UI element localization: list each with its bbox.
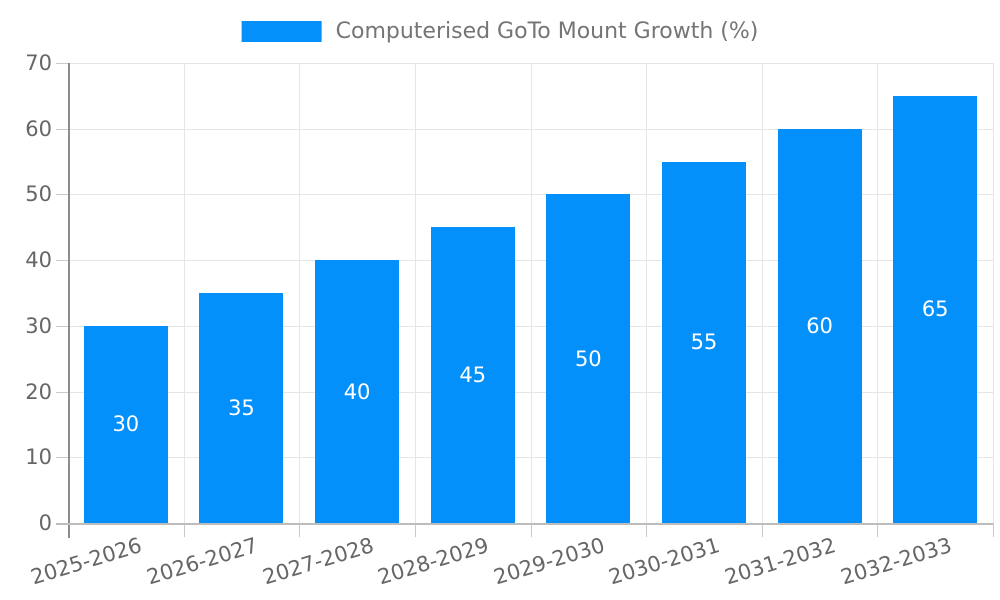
y-axis-tick-label: 10: [25, 445, 52, 470]
bar[interactable]: 55: [661, 161, 746, 523]
y-tick: [56, 194, 68, 196]
y-tick: [56, 391, 68, 393]
bar-value-label: 60: [806, 313, 833, 338]
bar-value-label: 65: [921, 297, 949, 322]
bar-value-label: 45: [459, 363, 487, 388]
bar-value-label: 55: [690, 330, 718, 355]
x-gridline: [646, 63, 648, 523]
y-axis-tick-label: 60: [25, 116, 52, 141]
x-gridline: [414, 63, 416, 523]
x-tick: [530, 523, 532, 537]
x-gridline: [530, 63, 532, 523]
legend-label: Computerised GoTo Mount Growth (%): [335, 19, 759, 44]
bar-value-label: 50: [574, 346, 602, 371]
x-tick: [761, 523, 763, 537]
x-gridline: [877, 63, 879, 523]
bar[interactable]: 40: [315, 260, 400, 523]
y-tick: [56, 63, 68, 64]
x-axis-tick-label: 2025-2026: [28, 533, 145, 590]
bar[interactable]: 35: [199, 293, 284, 523]
x-axis-tick-label: 2030-2031: [606, 533, 723, 590]
y-tick: [56, 260, 68, 262]
legend-swatch: [241, 21, 322, 42]
x-axis-tick-label: 2031-2032: [722, 533, 839, 590]
y-axis-tick-label: 0: [38, 511, 52, 535]
x-gridline: [183, 63, 185, 523]
bar[interactable]: 30: [83, 325, 168, 523]
y-axis-tick-label: 70: [25, 51, 52, 75]
x-axis-tick-label: 2027-2028: [259, 533, 377, 590]
bar-value-label: 40: [343, 379, 371, 404]
bar-value-label: 35: [228, 396, 255, 420]
y-axis-line: [68, 63, 70, 538]
x-tick: [299, 523, 301, 537]
bar[interactable]: 45: [430, 227, 515, 523]
y-tick: [56, 128, 68, 130]
bar[interactable]: 60: [777, 128, 862, 523]
x-gridline: [993, 63, 994, 523]
x-axis-tick-label: 2026-2027: [143, 533, 261, 590]
y-tick: [56, 457, 68, 459]
bar[interactable]: 65: [893, 95, 978, 523]
x-gridline: [761, 63, 763, 523]
x-axis-tick-label: 2029-2030: [490, 533, 608, 590]
x-axis-line: [56, 523, 993, 525]
y-axis-tick-label: 30: [25, 313, 52, 338]
x-tick: [183, 523, 185, 537]
y-axis-tick-label: 40: [25, 248, 52, 273]
legend[interactable]: Computerised GoTo Mount Growth (%): [241, 16, 759, 47]
x-axis-tick-label: 2028-2029: [375, 533, 492, 590]
y-axis-tick-label: 50: [25, 182, 52, 207]
y-axis-tick-label: 20: [25, 379, 52, 404]
bar-value-label: 30: [112, 412, 140, 437]
x-gridline: [299, 63, 301, 523]
x-tick: [993, 523, 994, 537]
y-tick: [56, 325, 68, 327]
bar[interactable]: 50: [546, 194, 631, 523]
x-tick: [646, 523, 648, 537]
x-axis-tick-label: 2032-2033: [837, 533, 955, 590]
x-tick: [414, 523, 416, 537]
x-tick: [877, 523, 879, 537]
